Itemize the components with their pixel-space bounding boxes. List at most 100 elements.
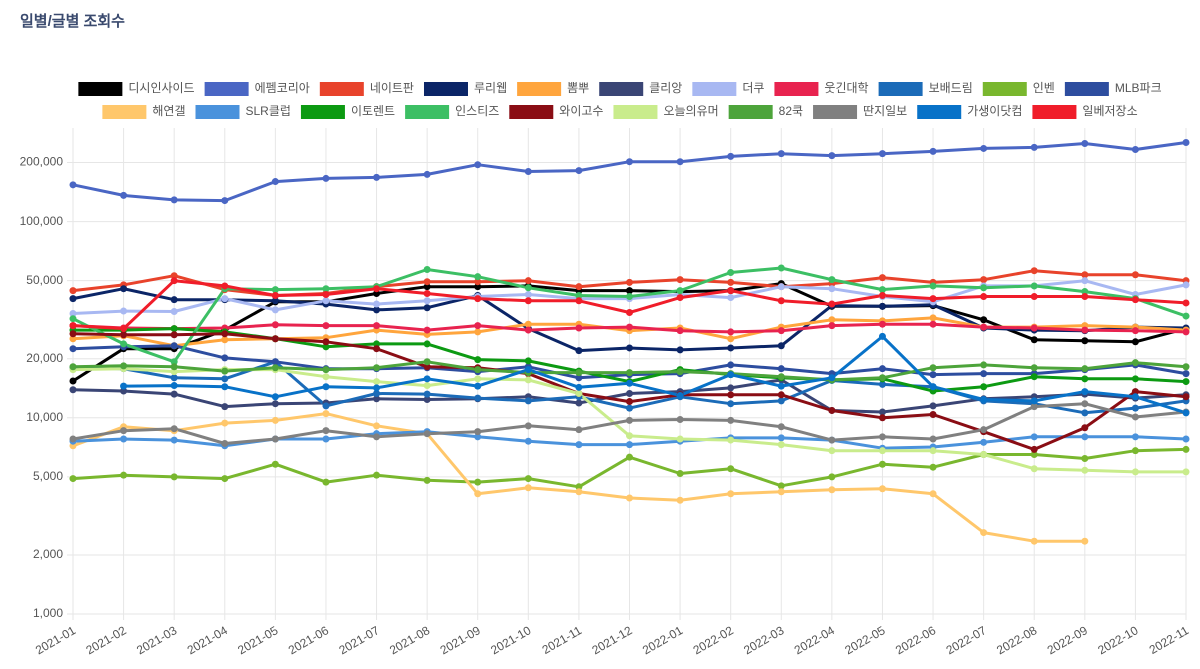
- data-point: [221, 475, 229, 483]
- legend-swatch: [1032, 105, 1077, 119]
- data-point: [524, 366, 532, 374]
- data-point: [474, 366, 482, 374]
- data-point: [524, 437, 532, 445]
- data-point: [929, 364, 937, 372]
- data-point: [1081, 433, 1089, 441]
- legend-item: 더쿠: [692, 81, 764, 96]
- data-point: [1131, 359, 1139, 367]
- data-point: [727, 384, 735, 392]
- data-point: [727, 361, 735, 369]
- data-point: [777, 150, 785, 158]
- data-point: [322, 373, 330, 381]
- data-point: [1081, 537, 1089, 545]
- legend-label: 네이트판: [370, 81, 414, 95]
- data-point: [423, 395, 431, 403]
- data-point: [170, 436, 178, 444]
- data-point: [69, 377, 77, 385]
- data-point: [777, 434, 785, 442]
- legend-swatch: [517, 82, 562, 96]
- data-point: [69, 181, 77, 189]
- data-point: [980, 529, 988, 537]
- legend-item: SLR클럽: [195, 104, 291, 119]
- y-tick-label: 5,000: [33, 469, 63, 483]
- legend-item: 82쿡: [728, 104, 803, 119]
- data-point: [373, 306, 381, 314]
- x-tick-label: 2022-11: [1147, 623, 1192, 657]
- data-point: [626, 344, 633, 352]
- data-point: [1081, 288, 1089, 296]
- data-point: [1081, 337, 1089, 345]
- data-point: [322, 410, 330, 418]
- data-point: [980, 284, 988, 292]
- data-point: [524, 376, 532, 384]
- legend-swatch: [878, 82, 923, 96]
- data-point: [322, 383, 330, 391]
- data-point: [727, 465, 735, 473]
- x-tick-label: 2022-09: [1045, 623, 1090, 657]
- data-point: [980, 383, 988, 391]
- legend-item: 클리앙: [599, 81, 682, 96]
- data-point: [1182, 445, 1190, 453]
- data-point: [170, 272, 178, 280]
- data-point: [373, 433, 381, 441]
- data-point: [828, 300, 836, 308]
- legend-item: 뽐뿌: [517, 81, 589, 96]
- legend-label: 이토렌트: [351, 104, 395, 118]
- data-point: [676, 435, 684, 443]
- data-point: [170, 277, 178, 285]
- y-tick-label: 100,000: [20, 214, 64, 228]
- data-point: [1131, 447, 1139, 455]
- legend-label: 루리웹: [474, 81, 507, 95]
- data-point: [373, 173, 381, 181]
- data-point: [828, 322, 836, 330]
- data-point: [1131, 146, 1139, 154]
- data-point: [1081, 365, 1089, 373]
- data-point: [373, 322, 381, 330]
- data-point: [170, 473, 178, 481]
- data-point: [575, 369, 583, 377]
- legend-label: 82쿡: [779, 104, 803, 118]
- legend-item: MLB파크: [1064, 81, 1162, 96]
- data-point: [676, 496, 684, 504]
- data-point: [474, 428, 482, 436]
- data-point: [221, 197, 229, 205]
- data-point: [69, 310, 77, 318]
- legend-swatch: [423, 82, 468, 96]
- data-point: [474, 478, 482, 486]
- data-point: [69, 386, 77, 394]
- data-point: [1081, 455, 1089, 463]
- data-point: [474, 161, 482, 169]
- legend-item: 해연갤: [102, 104, 186, 119]
- data-point: [1182, 409, 1190, 417]
- legend-item: 에펨코리아: [204, 81, 310, 96]
- data-point: [929, 295, 937, 303]
- data-point: [929, 371, 937, 379]
- data-point: [221, 295, 229, 303]
- data-point: [980, 438, 988, 446]
- data-point: [1131, 327, 1139, 335]
- data-point: [271, 393, 279, 401]
- data-point: [1131, 296, 1139, 304]
- data-point: [626, 309, 633, 317]
- data-point: [828, 436, 836, 444]
- data-point: [373, 364, 381, 372]
- data-point: [120, 435, 128, 443]
- data-point: [626, 404, 633, 412]
- data-point: [1030, 451, 1038, 459]
- data-point: [120, 387, 128, 395]
- data-point: [676, 287, 684, 295]
- legend-label: 디시인사이드: [128, 81, 194, 95]
- data-point: [170, 425, 178, 433]
- data-point: [170, 374, 178, 382]
- data-point: [423, 326, 431, 334]
- x-tick-label: 2021-12: [589, 623, 634, 657]
- data-point: [1030, 324, 1038, 332]
- x-tick-label: 2021-02: [84, 623, 129, 657]
- data-point: [271, 178, 279, 186]
- data-point: [727, 287, 735, 295]
- data-point: [980, 144, 988, 152]
- data-point: [929, 282, 937, 290]
- legend-swatch: [509, 105, 554, 119]
- data-point: [1182, 468, 1190, 476]
- data-point: [980, 361, 988, 369]
